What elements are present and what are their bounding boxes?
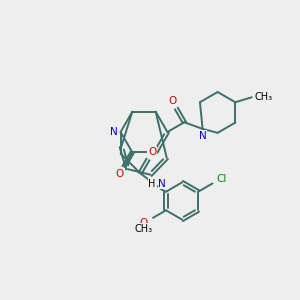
Text: O: O xyxy=(116,169,124,179)
Text: O: O xyxy=(168,97,176,106)
Text: Cl: Cl xyxy=(216,173,226,184)
Text: CH₃: CH₃ xyxy=(134,224,152,234)
Text: CH₃: CH₃ xyxy=(254,92,272,102)
Text: H: H xyxy=(148,179,156,189)
Text: N: N xyxy=(199,130,206,140)
Text: O: O xyxy=(148,147,156,157)
Text: O: O xyxy=(140,218,148,228)
Text: N: N xyxy=(158,178,166,189)
Text: N: N xyxy=(110,127,118,137)
